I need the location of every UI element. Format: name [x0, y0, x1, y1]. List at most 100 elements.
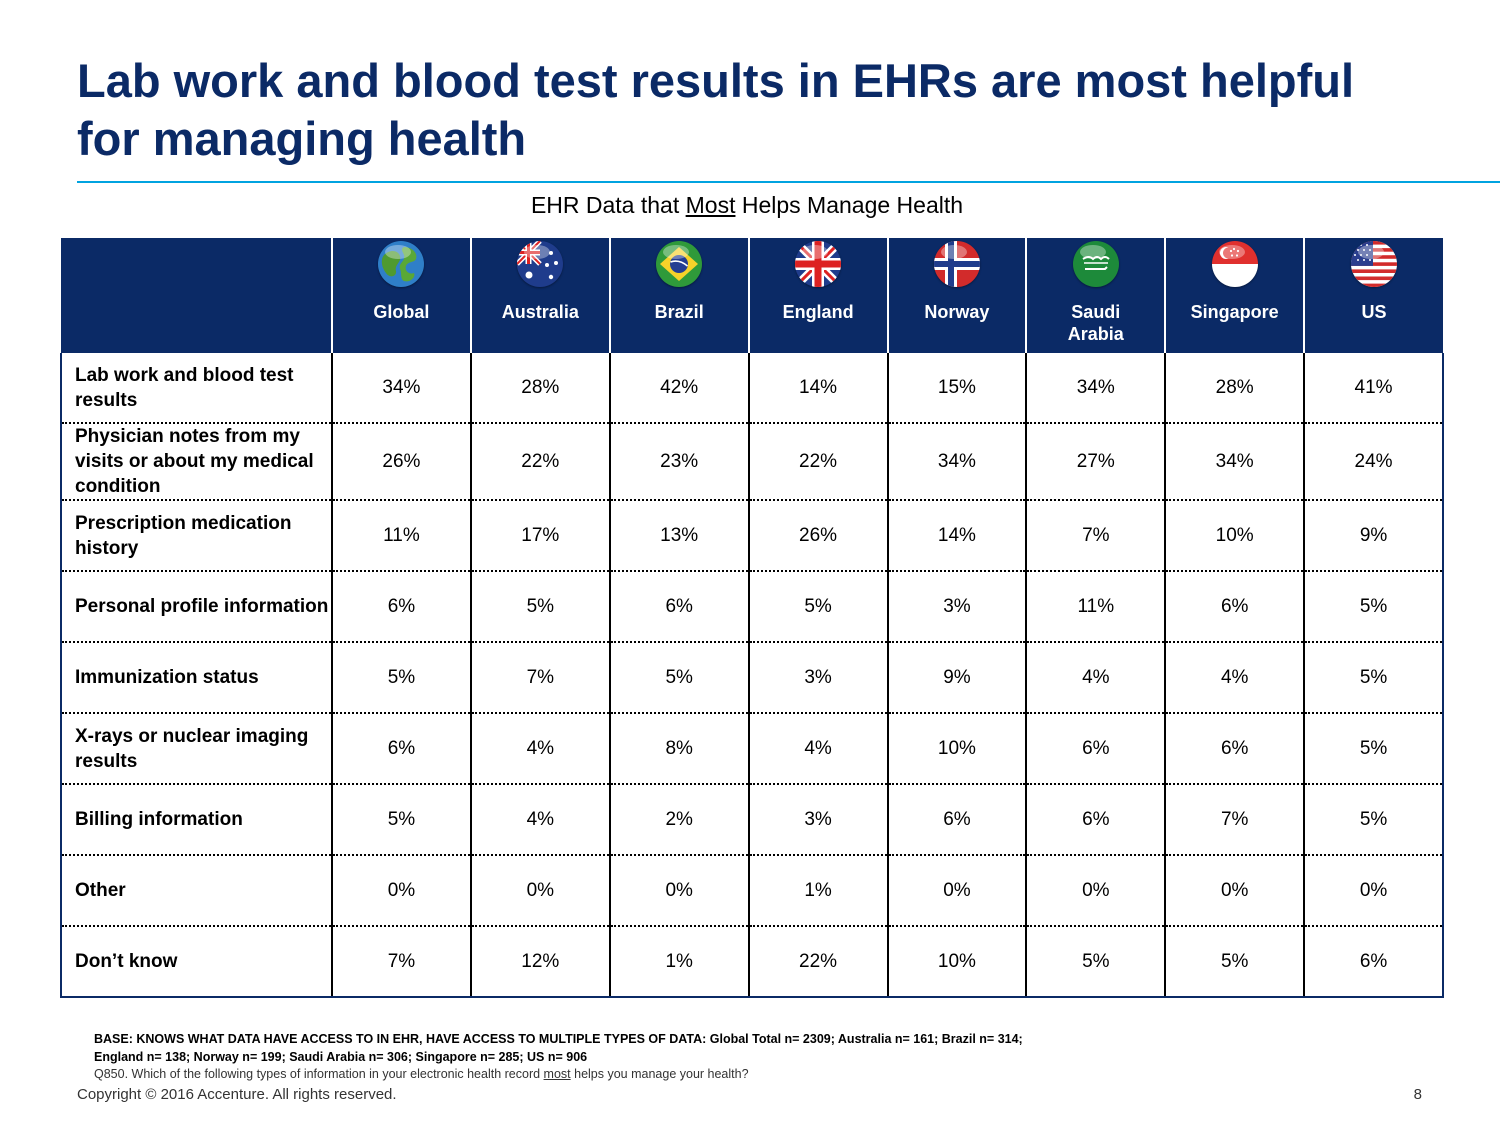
- value-cell-singapore: 0%: [1165, 855, 1306, 927]
- row-label: Other: [60, 855, 333, 927]
- singapore-flag-icon: [1211, 241, 1258, 287]
- value-cell-singapore: 28%: [1165, 353, 1306, 424]
- saudi-arabia-flag-icon: [1072, 241, 1119, 287]
- column-header-norway: Norway: [887, 238, 1028, 353]
- column-label-global: Global: [373, 302, 430, 322]
- value-cell-brazil: 2%: [609, 784, 750, 856]
- value-cell-brazil: 0%: [609, 855, 750, 927]
- value-cell-england: 22%: [748, 926, 889, 998]
- column-header-singapore: Singapore: [1165, 238, 1306, 353]
- value-cell-us: 24%: [1304, 423, 1444, 501]
- column-label-brazil: Brazil: [654, 302, 704, 322]
- value-cell-us: 5%: [1304, 642, 1444, 714]
- value-cell-australia: 12%: [470, 926, 611, 998]
- value-cell-us: 0%: [1304, 855, 1444, 927]
- value-cell-norway: 3%: [887, 571, 1028, 643]
- value-cell-saudi-arabia: 4%: [1026, 642, 1167, 714]
- table-title-suffix: Helps Manage Health: [735, 192, 964, 218]
- row-label: Don’t know: [60, 926, 333, 998]
- table-row: Immunization status 5% 7% 5% 3% 9% 4% 4% 5%: [60, 642, 1444, 714]
- value-cell-england: 5%: [748, 571, 889, 643]
- value-cell-australia: 4%: [470, 713, 611, 785]
- value-cell-england: 1%: [748, 855, 889, 927]
- australia-flag-icon: [517, 241, 564, 287]
- value-cell-global: 6%: [332, 571, 472, 643]
- base-note-line-2: England n= 138; Norway n= 199; Saudi Ara…: [94, 1050, 588, 1064]
- table-title-emphasis: Most: [685, 192, 736, 218]
- value-cell-us: 6%: [1304, 926, 1444, 998]
- title-divider: [77, 181, 1500, 183]
- value-cell-global: 5%: [332, 784, 472, 856]
- table-row: Personal profile information 6% 5% 6% 5% 3% 11…: [60, 571, 1444, 643]
- row-label: Billing information: [60, 784, 333, 856]
- value-cell-saudi-arabia: 0%: [1026, 855, 1167, 927]
- value-cell-saudi-arabia: 34%: [1026, 353, 1167, 424]
- base-note-line-1: BASE: KNOWS WHAT DATA HAVE ACCESS TO IN …: [94, 1032, 1023, 1046]
- row-label: Physician notes from my visits or about …: [60, 423, 333, 501]
- page-title: Lab work and blood test results in EHRs …: [77, 54, 1355, 165]
- value-cell-england: 4%: [748, 713, 889, 785]
- value-cell-saudi-arabia: 6%: [1026, 784, 1167, 856]
- copyright-notice: Copyright © 2016 Accenture. All rights r…: [77, 1086, 397, 1103]
- value-cell-norway: 10%: [887, 926, 1028, 998]
- column-header-saudi-arabia: Saudi Arabia: [1026, 238, 1167, 353]
- value-cell-singapore: 7%: [1165, 784, 1306, 856]
- value-cell-australia: 7%: [470, 642, 611, 714]
- value-cell-us: 5%: [1304, 571, 1444, 643]
- value-cell-brazil: 8%: [609, 713, 750, 785]
- value-cell-australia: 0%: [470, 855, 611, 927]
- value-cell-brazil: 23%: [609, 423, 750, 501]
- column-label-england: England: [782, 302, 854, 322]
- question-text-end: helps you manage your health?: [570, 1067, 749, 1081]
- value-cell-england: 22%: [748, 423, 889, 501]
- table-row: Don’t know 7% 12% 1% 22% 10% 5% 5% 6%: [60, 926, 1444, 998]
- table-body: Lab work and blood test results 34% 28% 42%…: [60, 353, 1444, 998]
- value-cell-australia: 4%: [470, 784, 611, 856]
- column-header-brazil: Brazil: [609, 238, 750, 353]
- value-cell-norway: 0%: [887, 855, 1028, 927]
- results-table: Global Australia Brazil England Norway Saudi …: [60, 238, 1444, 998]
- value-cell-singapore: 6%: [1165, 571, 1306, 643]
- value-cell-saudi-arabia: 11%: [1026, 571, 1167, 643]
- value-cell-england: 3%: [748, 784, 889, 856]
- value-cell-norway: 9%: [887, 642, 1028, 714]
- row-label: Immunization status: [60, 642, 333, 714]
- column-label-singapore: Singapore: [1190, 302, 1279, 322]
- us-flag-icon: [1351, 241, 1398, 287]
- base-note: BASE: KNOWS WHAT DATA HAVE ACCESS TO IN …: [94, 1030, 1244, 1066]
- value-cell-singapore: 10%: [1165, 500, 1306, 572]
- value-cell-australia: 17%: [470, 500, 611, 572]
- table-row: Other 0% 0% 0% 1% 0% 0% 0% 0%: [60, 855, 1444, 927]
- table-header-row: Global Australia Brazil England Norway Saudi …: [61, 238, 1443, 353]
- value-cell-us: 9%: [1304, 500, 1444, 572]
- value-cell-us: 5%: [1304, 713, 1444, 785]
- row-label: Lab work and blood test results: [60, 353, 333, 424]
- value-cell-singapore: 4%: [1165, 642, 1306, 714]
- value-cell-global: 34%: [332, 353, 472, 424]
- value-cell-australia: 5%: [470, 571, 611, 643]
- value-cell-australia: 22%: [470, 423, 611, 501]
- value-cell-singapore: 5%: [1165, 926, 1306, 998]
- question-text-emphasis: most: [543, 1067, 571, 1081]
- table-title-prefix: EHR Data that: [530, 192, 686, 218]
- column-label-norway: Norway: [924, 302, 990, 322]
- value-cell-saudi-arabia: 27%: [1026, 423, 1167, 501]
- norway-flag-icon: [933, 241, 980, 287]
- value-cell-england: 3%: [748, 642, 889, 714]
- table-row: Lab work and blood test results 34% 28% 42%…: [60, 353, 1444, 424]
- question-note: Q850. Which of the following types of in…: [94, 1066, 1244, 1082]
- value-cell-saudi-arabia: 5%: [1026, 926, 1167, 998]
- value-cell-global: 7%: [332, 926, 472, 998]
- column-header-england: England: [748, 238, 889, 353]
- value-cell-global: 11%: [332, 500, 472, 572]
- value-cell-saudi-arabia: 6%: [1026, 713, 1167, 785]
- value-cell-global: 26%: [332, 423, 472, 501]
- value-cell-england: 26%: [748, 500, 889, 572]
- value-cell-singapore: 6%: [1165, 713, 1306, 785]
- table-title: EHR Data that Most Helps Manage Health: [0, 192, 1494, 219]
- value-cell-brazil: 5%: [609, 642, 750, 714]
- brazil-flag-icon: [656, 241, 703, 287]
- column-header-us: US: [1304, 238, 1443, 353]
- value-cell-global: 5%: [332, 642, 472, 714]
- value-cell-us: 41%: [1304, 353, 1444, 424]
